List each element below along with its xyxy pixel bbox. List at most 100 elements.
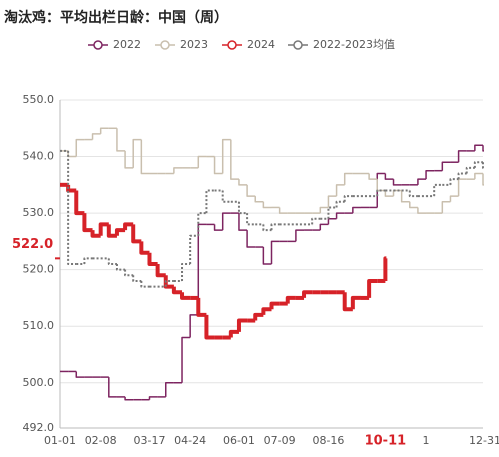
- x-tick-label: 12-31: [469, 434, 499, 447]
- line-step: [165, 382, 174, 397]
- line-step: [91, 133, 101, 140]
- line-step: [75, 371, 85, 378]
- line-step: [67, 150, 77, 265]
- line-step: [132, 138, 142, 168]
- x-tick-label: 1: [423, 434, 430, 447]
- line-step: [171, 286, 183, 295]
- line-step: [261, 307, 272, 315]
- x-tick-label: 06-01: [223, 434, 255, 447]
- line-step: [155, 264, 166, 278]
- chart-title: 淘汰鸡：平均出栏日龄：中国（周）: [4, 9, 228, 26]
- line-step: [376, 179, 386, 192]
- line-step: [181, 336, 191, 383]
- x-tick-label: 02-08: [85, 434, 117, 447]
- legend-label: 2022-2023均值: [313, 38, 395, 51]
- line-step: [425, 169, 435, 180]
- line-step: [197, 223, 207, 315]
- line-step: [230, 139, 239, 180]
- line-step: [238, 179, 248, 186]
- line-step: [221, 190, 231, 203]
- line-step: [482, 173, 484, 186]
- line-step: [270, 240, 280, 264]
- line-step: [124, 396, 134, 401]
- line-step: [246, 184, 256, 197]
- line-step: [433, 183, 443, 197]
- line-step: [238, 213, 248, 231]
- annotation-label: 522.0: [12, 237, 53, 252]
- line-step: [449, 195, 459, 202]
- line-step: [108, 377, 117, 398]
- line-step: [253, 312, 264, 321]
- line-step: [181, 263, 191, 281]
- line-step: [221, 138, 231, 174]
- x-tick-label: 07-09: [264, 434, 296, 447]
- line-step: [482, 145, 484, 152]
- x-tick-label: 10-11: [365, 434, 407, 449]
- line-step: [441, 201, 451, 214]
- line-step: [343, 172, 353, 185]
- x-tick-label: 03-17: [133, 434, 165, 447]
- line-step: [204, 314, 215, 340]
- line-step: [123, 222, 134, 231]
- y-tick-label: 530.0: [23, 206, 55, 219]
- line-step: [262, 201, 272, 209]
- line-step: [148, 396, 158, 400]
- line-step: [368, 173, 378, 180]
- line-step: [417, 207, 427, 214]
- line-step: [131, 224, 142, 244]
- line-step: [132, 275, 142, 282]
- line-step: [270, 223, 280, 231]
- line-step: [107, 258, 117, 265]
- line-step: [99, 127, 109, 134]
- y-tick-label: 550.0: [23, 93, 55, 106]
- line-step: [246, 230, 256, 248]
- x-tick-label: 01-01: [44, 434, 76, 447]
- line-step: [262, 224, 272, 232]
- line-step: [147, 252, 158, 266]
- line-step: [384, 190, 394, 197]
- line-step: [449, 178, 459, 185]
- line-step: [221, 212, 231, 231]
- legend-label: 2024: [247, 38, 275, 51]
- line-step: [474, 144, 483, 151]
- line-step: [254, 196, 264, 203]
- line-step: [319, 223, 329, 231]
- line-step: [197, 212, 207, 236]
- line-step: [98, 222, 109, 236]
- line-step: [408, 190, 418, 198]
- line-step: [343, 195, 353, 202]
- line-step: [269, 301, 280, 310]
- line-step: [350, 295, 361, 310]
- line-step: [228, 329, 239, 338]
- line-step: [140, 280, 150, 288]
- line-step: [400, 190, 410, 203]
- line-step: [114, 228, 126, 236]
- line-step: [116, 128, 126, 152]
- line-step: [473, 161, 483, 168]
- line-step: [327, 195, 337, 208]
- line-step: [327, 218, 337, 225]
- line-step: [189, 234, 199, 264]
- line-step: [74, 190, 85, 216]
- line-step: [115, 264, 126, 271]
- y-tick-label: 510.0: [23, 319, 55, 332]
- legend: 2022 2023 2024 2022-2023均值: [88, 38, 395, 51]
- line-step: [457, 172, 467, 180]
- y-tick-label: 520.0: [23, 263, 55, 276]
- legend-label: 2022: [113, 38, 141, 51]
- line-step: [173, 167, 183, 174]
- line-step: [246, 213, 256, 226]
- line-step: [124, 269, 134, 277]
- line-step: [83, 257, 93, 264]
- line-step: [409, 201, 418, 209]
- line-step: [302, 290, 313, 298]
- line-step: [376, 189, 386, 197]
- y-tick-label: 492.0: [23, 421, 55, 434]
- line-step: [140, 139, 150, 175]
- line-step: [285, 295, 296, 304]
- line-step: [384, 173, 394, 180]
- line-step: [189, 314, 199, 338]
- line-step: [124, 150, 134, 169]
- y-tick-label: 500.0: [23, 376, 55, 389]
